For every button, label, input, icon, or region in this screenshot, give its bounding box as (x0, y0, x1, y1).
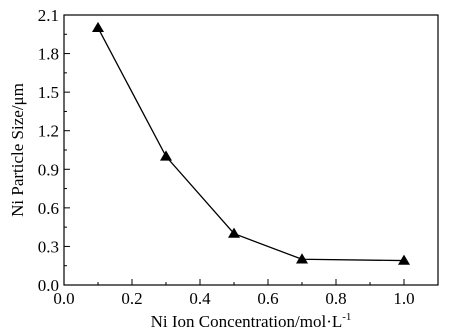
y-axis-ticks: 0.0 0.3 0.6 0.9 1.2 1.5 1.8 2.1 (38, 6, 70, 295)
data-series (92, 21, 410, 265)
x-tick-label: 1.0 (393, 289, 414, 308)
data-point-marker (228, 227, 240, 238)
y-tick-label: 2.1 (38, 6, 59, 25)
y-tick-label: 0.3 (38, 237, 59, 256)
y-tick-label: 1.8 (38, 45, 59, 64)
x-axis-title: Ni Ion Concentration/mol·L-1 (151, 311, 352, 331)
y-tick-label: 0.9 (38, 160, 59, 179)
y-axis-title: Ni Particle Size/μm (8, 83, 27, 217)
y-tick-label: 1.5 (38, 83, 59, 102)
x-tick-label: 0.8 (325, 289, 346, 308)
y-tick-label: 0.6 (38, 199, 59, 218)
x-axis-title-superscript: -1 (342, 311, 351, 323)
y-tick-label: 1.2 (38, 122, 59, 141)
data-point-marker (160, 150, 172, 161)
x-tick-label: 0.4 (189, 289, 211, 308)
x-axis-title-main: Ni Ion Concentration/mol·L (151, 312, 343, 331)
y-tick-label: 0.0 (38, 276, 59, 295)
series-line (97, 27, 405, 262)
x-axis-ticks: 0.0 0.2 0.4 0.6 0.8 1.0 (53, 279, 415, 308)
data-point-marker (92, 21, 104, 33)
data-point-marker (296, 253, 308, 264)
x-tick-label: 0.6 (257, 289, 278, 308)
x-tick-label: 0.0 (53, 289, 74, 308)
x-tick-label: 0.2 (121, 289, 142, 308)
plot-frame (63, 14, 439, 286)
data-point-marker (398, 254, 410, 265)
